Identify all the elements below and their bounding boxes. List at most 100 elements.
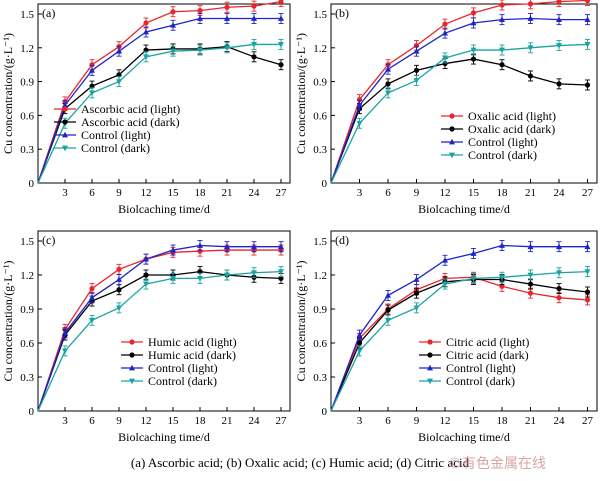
x-axis-label: Biolcaching time/d — [118, 430, 210, 444]
y-tick-label: 0 — [29, 406, 35, 418]
data-point — [385, 317, 391, 324]
x-tick-label: 18 — [497, 415, 509, 427]
legend-label: Control (light) — [148, 361, 218, 375]
legend: Ascorbic acid (light)Ascorbic acid (dark… — [54, 102, 180, 155]
data-point — [116, 79, 122, 85]
data-point — [143, 255, 149, 262]
data-point — [584, 289, 591, 295]
y-tick-label: 1.2 — [20, 43, 34, 55]
panel-label: (b) — [335, 6, 349, 20]
y-tick-label: 1.2 — [313, 43, 327, 55]
legend-label: Citric acid (dark) — [446, 348, 529, 362]
data-point — [62, 329, 68, 336]
data-point — [413, 47, 420, 54]
legend-marker — [62, 131, 68, 138]
data-point — [527, 290, 534, 296]
x-tick-label: 6 — [385, 187, 391, 199]
legend-label: Oxalic acid (dark) — [468, 122, 555, 136]
y-tick-label: 0.9 — [20, 77, 34, 89]
x-axis-label: Biolcaching time/d — [118, 202, 210, 216]
plot-frame — [37, 3, 291, 184]
data-point — [442, 21, 448, 27]
legend-marker — [427, 364, 433, 371]
data-point — [556, 286, 562, 292]
data-point — [442, 29, 448, 36]
data-point — [527, 243, 534, 250]
y-tick-label: 1.5 — [313, 9, 327, 21]
data-point — [197, 8, 203, 14]
y-tick-label: 0.9 — [313, 77, 327, 89]
x-tick-label: 3 — [62, 187, 68, 199]
legend-label: Citric acid (light) — [446, 335, 529, 349]
plot-frame — [330, 230, 598, 412]
chart-panel-2: 3 6 9 12 15 18 21 24 27 0 0.3 0.6 0.9 1.2 1.5 Biolcachi… — [294, 0, 598, 216]
data-point — [170, 9, 176, 15]
data-point — [527, 272, 534, 279]
series-red — [37, 0, 284, 184]
data-point — [89, 83, 95, 89]
series-line — [330, 58, 588, 184]
legend: Oxalic acid (light)Oxalic acid (dark)Con… — [441, 109, 556, 162]
data-point — [470, 47, 477, 54]
y-axis-label: Cu concentration/(g·L⁻¹) — [294, 33, 308, 154]
data-point — [278, 15, 284, 21]
x-tick-label: 24 — [554, 415, 566, 427]
legend-marker — [449, 138, 455, 145]
y-tick-label: 0.3 — [20, 144, 34, 156]
series-cyan — [330, 266, 591, 412]
x-tick-label: 6 — [385, 415, 391, 427]
data-point — [116, 266, 122, 272]
series-blue — [330, 240, 591, 412]
x-tick-label: 15 — [468, 187, 480, 199]
data-point — [224, 45, 230, 51]
data-point — [556, 243, 562, 250]
data-point — [527, 73, 534, 79]
x-axis-label: Biolcaching time/d — [418, 430, 510, 444]
x-tick-label: 27 — [582, 415, 594, 427]
data-point — [499, 283, 505, 289]
legend-marker — [129, 339, 135, 345]
data-point — [556, 270, 562, 276]
data-point — [556, 0, 562, 5]
data-point — [470, 250, 477, 256]
legend-marker — [427, 378, 433, 385]
data-point — [197, 276, 203, 282]
legend-marker — [427, 352, 433, 358]
data-point — [584, 243, 591, 250]
series-line — [330, 270, 588, 412]
data-point — [89, 294, 95, 301]
data-point — [197, 269, 203, 275]
data-point — [224, 243, 230, 250]
data-point — [584, 82, 591, 88]
data-point — [224, 15, 230, 21]
series-blue — [37, 240, 284, 412]
x-tick-label: 15 — [168, 187, 180, 199]
x-tick-label: 18 — [195, 187, 207, 199]
data-point — [251, 15, 257, 21]
data-point — [143, 20, 149, 26]
x-tick-label: 3 — [62, 415, 68, 427]
legend-label: Control (light) — [446, 361, 516, 375]
data-point — [170, 276, 176, 282]
y-tick-label: 0.6 — [313, 338, 327, 350]
y-tick-label: 1.5 — [20, 236, 34, 248]
series-cyan — [37, 266, 284, 412]
x-tick-label: 12 — [440, 415, 451, 427]
data-point — [278, 243, 284, 250]
data-point — [584, 16, 591, 23]
data-point — [116, 72, 122, 78]
y-tick-label: 0.6 — [313, 110, 327, 122]
legend: Humic acid (light)Humic acid (dark)Contr… — [121, 335, 237, 388]
data-point — [143, 54, 149, 61]
data-point — [89, 62, 95, 68]
data-point — [527, 281, 534, 287]
data-point — [385, 90, 391, 97]
data-point — [356, 331, 363, 338]
y-tick-label: 0 — [322, 406, 328, 418]
legend-marker — [449, 113, 455, 119]
data-point — [556, 81, 562, 87]
panel-label: (d) — [335, 233, 349, 247]
data-point — [356, 102, 363, 108]
legend-label: Oxalic acid (light) — [468, 109, 556, 123]
data-point — [413, 78, 420, 84]
